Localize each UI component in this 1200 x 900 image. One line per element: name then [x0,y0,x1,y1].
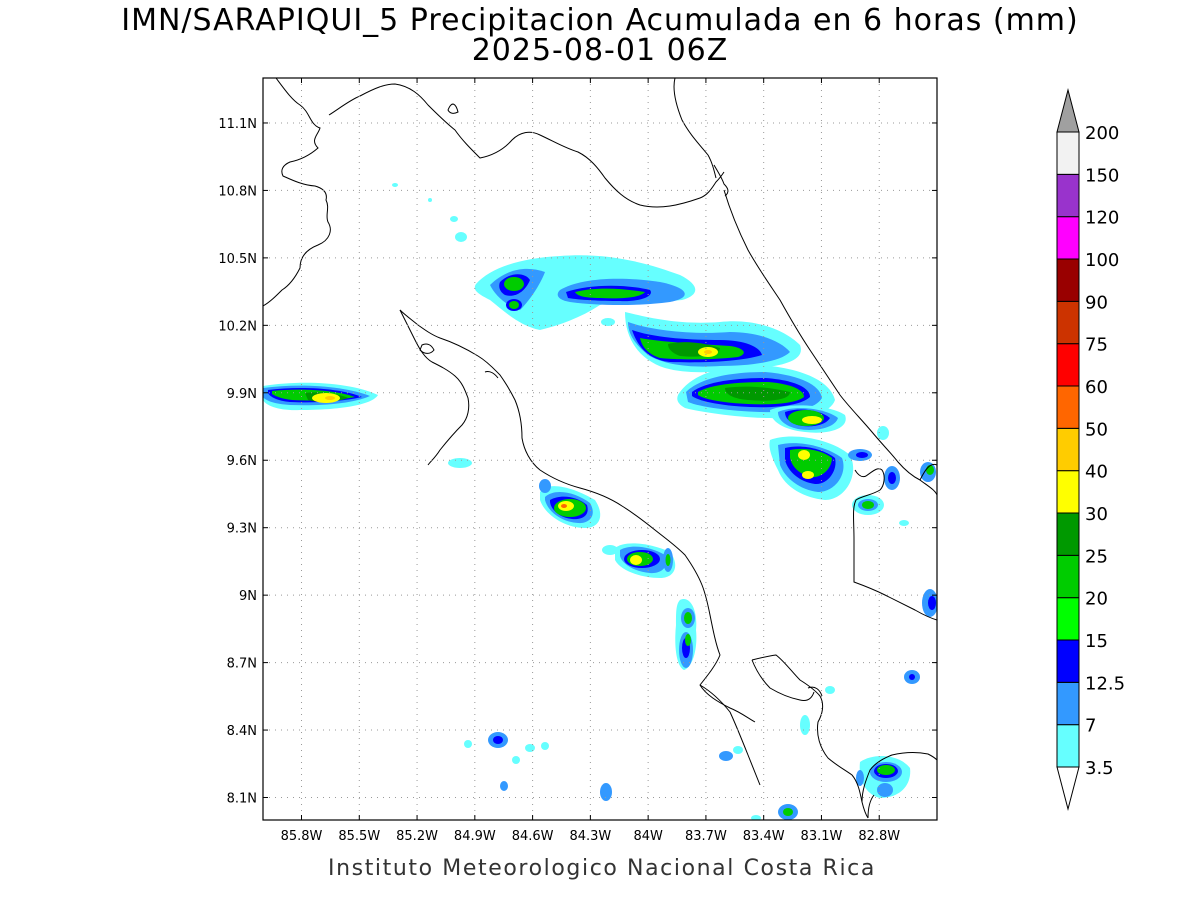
colorbar-swatch [1056,427,1080,472]
precipitation-field [263,183,937,820]
colorbar-swatch [1056,173,1080,218]
lat-tick-label: 10.8N [218,184,257,199]
colorbar-legend: 3.5 7 12.5 15 20 25 30 40 50 60 75 90 100 120 150 200 [1056,88,1125,811]
colorbar-label: 200 [1085,123,1119,144]
nicaragua-border [328,83,725,208]
colorbar-swatch [1056,385,1080,429]
map-gridlines [263,78,937,820]
lon-tick-label: 83.7W [685,829,727,844]
gulf-nicoya-island [419,343,435,354]
lon-tick-label: 85.8W [281,829,323,844]
colorbar-swatch [1056,131,1080,175]
lon-tick-label: 84.3W [569,829,611,844]
colorbar-top-arrow [1056,88,1080,133]
lat-tick-label: 9N [239,589,257,604]
colorbar-label: 20 [1085,589,1108,610]
longitude-axis: 85.8W 85.5W 85.2W 84.9W 84.6W 84.3W 84W 83.7W 83… [281,78,900,844]
colorbar-label: 90 [1085,292,1108,313]
lon-tick-label: 83.4W [743,829,785,844]
caribbean-coast [723,189,937,496]
colorbar-swatch [1056,216,1080,260]
precip-cells-scattered [392,183,472,468]
colorbar-swatch [1056,724,1080,768]
lon-tick-label: 85.5W [338,829,380,844]
colorbar-swatch [1056,681,1080,726]
footer-credit: Instituto Meteorologico Nacional Costa R… [328,856,876,881]
colorbar-label: 15 [1085,631,1108,652]
colorbar-label: 3.5 [1085,758,1114,779]
precip-cell-nicoya [263,382,378,411]
colorbar-swatch [1056,258,1080,302]
colorbar-swatch [1056,597,1080,641]
colorbar-label: 40 [1085,462,1108,483]
colorbar-label: 30 [1085,504,1108,525]
colorbar-label: 12.5 [1085,673,1125,694]
map-frame [262,77,938,821]
colorbar-bottom-arrow [1056,766,1080,811]
colorbar-swatch [1056,639,1080,683]
golfo-dulce [751,654,869,819]
pacific-coast [399,309,470,466]
lon-tick-label: 84.9W [454,829,496,844]
colorbar-label: 25 [1085,546,1108,567]
colorbar-label: 50 [1085,419,1108,440]
colorbar-label: 7 [1085,716,1096,737]
colorbar-label: 150 [1085,165,1119,186]
lat-tick-label: 9.3N [227,522,257,537]
lon-tick-label: 82.8W [858,829,900,844]
lat-tick-label: 10.2N [218,319,257,334]
burica-peninsula [861,752,937,803]
colorbar-swatch [1056,343,1080,387]
latitude-axis: 11.1N 10.8N 10.5N 10.2N 9.9N 9.6N 9.3N 9N 8.7N 8.… [218,117,937,807]
precip-cells-border [852,426,937,684]
precip-band-east [677,365,835,419]
osa-peninsula [699,684,761,786]
lon-tick-label: 84W [633,829,663,844]
caribbean-coast-north [673,78,717,179]
lat-tick-label: 8.7N [227,657,257,672]
colorbar-swatch [1056,300,1080,345]
colorbar-label: 75 [1085,335,1108,356]
lat-tick-label: 8.1N [227,792,257,807]
lon-tick-label: 85.2W [396,829,438,844]
precip-band-north [474,255,696,330]
lat-tick-label: 8.4N [227,724,257,739]
precip-cells-limon [769,405,872,500]
colorbar-swatch [1056,554,1080,599]
colorbar-label: 120 [1085,208,1119,229]
colorbar-label: 100 [1085,250,1119,271]
lon-tick-label: 83.1W [801,829,843,844]
lat-tick-label: 11.1N [218,117,257,132]
colorbar-label: 60 [1085,377,1108,398]
panama-coast-north [853,468,937,621]
map-title: IMN/SARAPIQUI_5 Precipitacion Acumulada … [121,3,1079,38]
precip-cells-south [464,599,835,820]
precip-band-central [625,312,801,373]
map-valid-time: 2025-08-01 06Z [471,33,729,68]
precip-cells-pacific [539,479,676,578]
lon-tick-label: 84.6W [512,829,554,844]
lat-tick-label: 9.6N [227,454,257,469]
colorbar-swatch [1056,470,1080,514]
colorbar-swatch [1056,512,1080,556]
lake-nicaragua-shore [263,78,331,307]
lat-tick-label: 9.9N [227,387,257,402]
lat-tick-label: 10.5N [218,252,257,267]
